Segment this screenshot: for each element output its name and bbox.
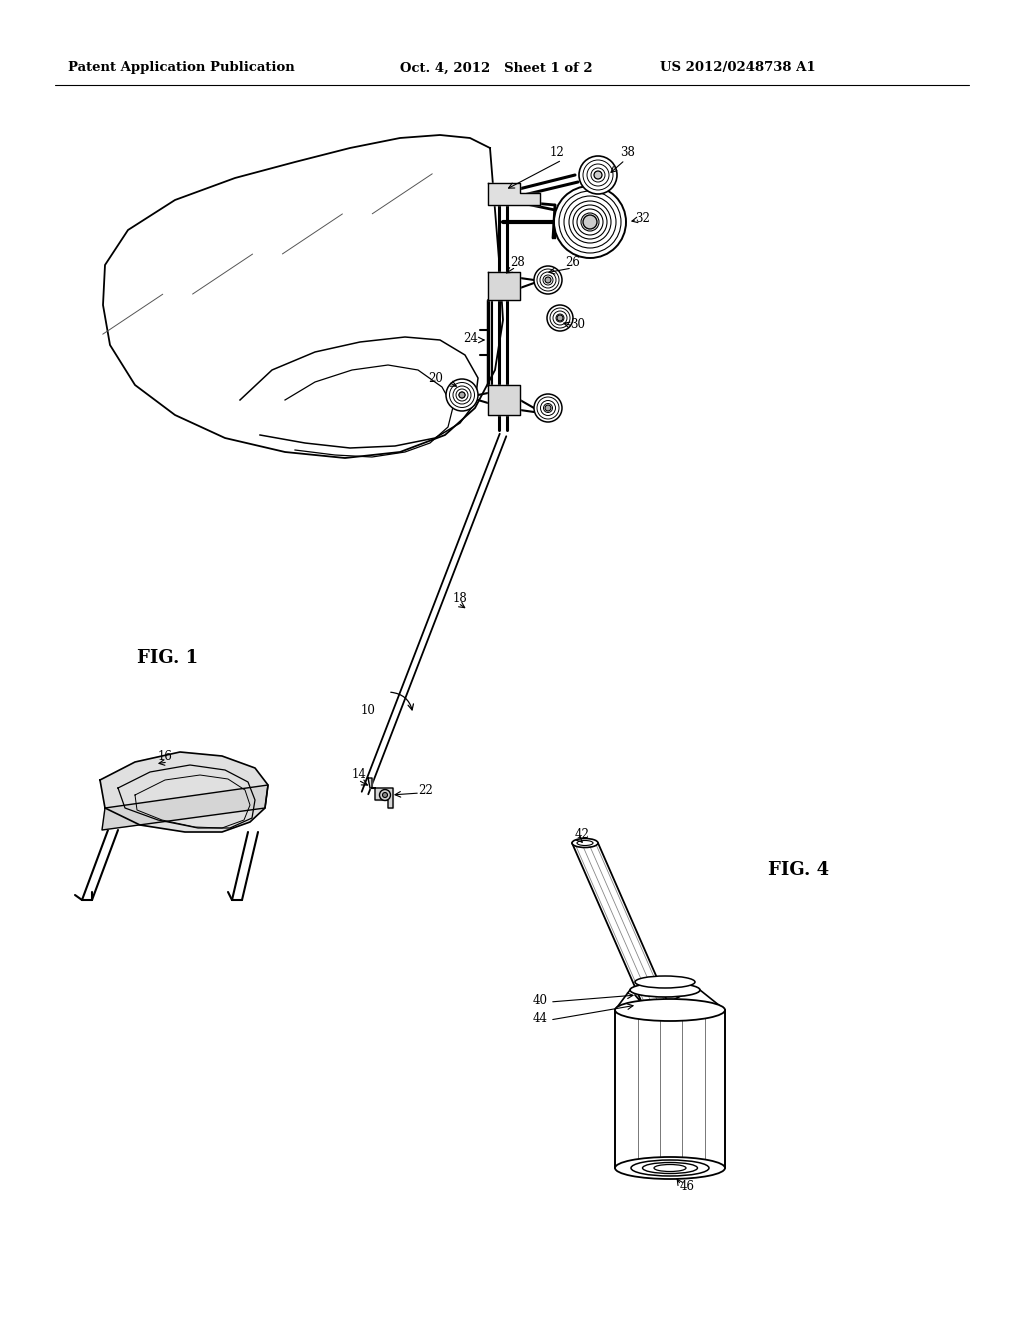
Ellipse shape <box>564 195 616 248</box>
Circle shape <box>459 392 465 399</box>
Circle shape <box>594 172 602 180</box>
Text: 42: 42 <box>575 829 590 842</box>
Text: Patent Application Publication: Patent Application Publication <box>68 62 295 74</box>
Text: 22: 22 <box>418 784 433 796</box>
Circle shape <box>545 277 551 282</box>
Ellipse shape <box>556 314 564 322</box>
Ellipse shape <box>559 191 621 253</box>
Polygon shape <box>488 183 540 205</box>
Text: 26: 26 <box>565 256 580 268</box>
Ellipse shape <box>577 209 603 235</box>
Ellipse shape <box>577 841 593 846</box>
Text: 44: 44 <box>534 1011 548 1024</box>
Ellipse shape <box>554 186 626 257</box>
Polygon shape <box>368 777 393 808</box>
Text: 38: 38 <box>620 147 635 160</box>
Text: 12: 12 <box>550 147 565 160</box>
Text: Oct. 4, 2012   Sheet 1 of 2: Oct. 4, 2012 Sheet 1 of 2 <box>400 62 593 74</box>
Ellipse shape <box>630 983 700 997</box>
Text: 46: 46 <box>680 1180 695 1192</box>
Text: 14: 14 <box>352 768 367 781</box>
Text: 40: 40 <box>534 994 548 1006</box>
Ellipse shape <box>543 275 553 285</box>
Ellipse shape <box>635 975 695 987</box>
Text: 16: 16 <box>158 751 173 763</box>
Ellipse shape <box>615 999 725 1020</box>
Text: FIG. 1: FIG. 1 <box>137 649 199 667</box>
Ellipse shape <box>453 385 471 404</box>
Circle shape <box>545 405 551 411</box>
Ellipse shape <box>631 1160 709 1176</box>
Text: 32: 32 <box>635 211 650 224</box>
Text: 10: 10 <box>361 704 376 717</box>
Text: 30: 30 <box>570 318 585 331</box>
Polygon shape <box>102 785 268 830</box>
Ellipse shape <box>446 379 478 411</box>
Ellipse shape <box>537 269 559 290</box>
Ellipse shape <box>654 1164 686 1172</box>
Ellipse shape <box>547 305 573 331</box>
Ellipse shape <box>550 308 570 327</box>
Polygon shape <box>488 272 520 300</box>
Ellipse shape <box>583 160 613 190</box>
Ellipse shape <box>534 393 562 422</box>
Ellipse shape <box>587 164 609 186</box>
Ellipse shape <box>546 407 550 411</box>
Ellipse shape <box>541 400 555 416</box>
Ellipse shape <box>450 383 474 408</box>
Ellipse shape <box>553 312 567 325</box>
Ellipse shape <box>537 397 559 418</box>
Ellipse shape <box>615 1158 725 1179</box>
Ellipse shape <box>585 216 595 227</box>
Ellipse shape <box>591 168 605 182</box>
Ellipse shape <box>459 392 465 399</box>
Text: 20: 20 <box>428 371 443 384</box>
Ellipse shape <box>572 838 598 847</box>
Circle shape <box>557 315 563 321</box>
Ellipse shape <box>534 267 562 294</box>
Polygon shape <box>100 752 268 832</box>
Text: 18: 18 <box>453 591 468 605</box>
Text: 24: 24 <box>463 331 478 345</box>
Ellipse shape <box>642 1163 697 1173</box>
Text: FIG. 4: FIG. 4 <box>768 861 829 879</box>
Circle shape <box>380 789 390 800</box>
Circle shape <box>583 215 597 228</box>
Ellipse shape <box>569 201 611 243</box>
Text: 28: 28 <box>510 256 524 268</box>
Circle shape <box>383 792 387 797</box>
Ellipse shape <box>540 272 556 288</box>
Ellipse shape <box>595 172 601 178</box>
Polygon shape <box>488 385 520 414</box>
Ellipse shape <box>581 213 599 231</box>
Ellipse shape <box>573 205 607 239</box>
Text: US 2012/0248738 A1: US 2012/0248738 A1 <box>660 62 816 74</box>
Ellipse shape <box>579 156 617 194</box>
Ellipse shape <box>456 389 468 401</box>
Ellipse shape <box>546 277 551 282</box>
Ellipse shape <box>544 404 553 412</box>
Ellipse shape <box>558 315 562 319</box>
